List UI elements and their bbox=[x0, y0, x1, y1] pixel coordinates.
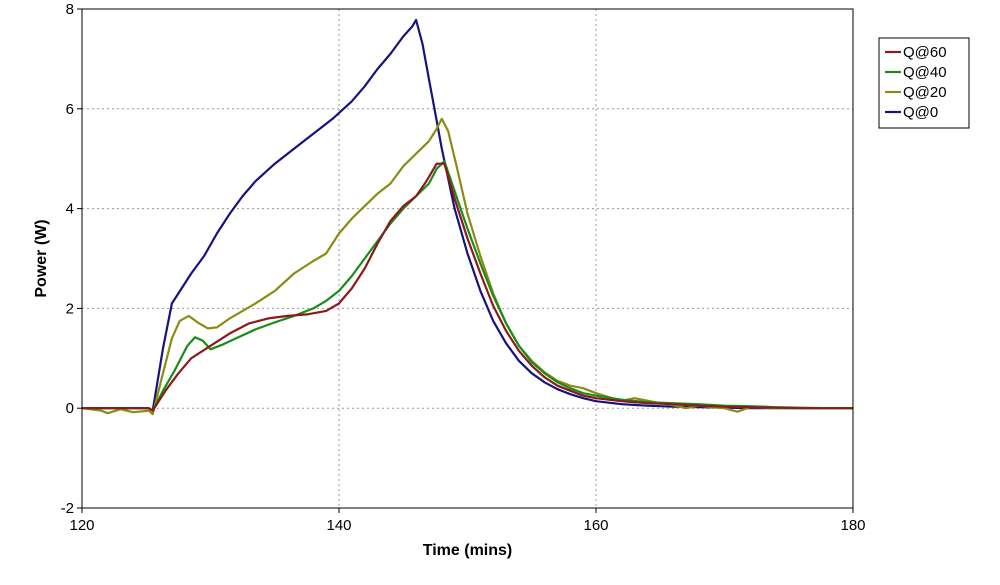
legend-label-q-0: Q@0 bbox=[903, 104, 938, 121]
y-tick-label: 0 bbox=[66, 400, 74, 417]
series-line-q-0 bbox=[82, 18, 853, 412]
x-tick-label: 160 bbox=[583, 517, 608, 534]
y-tick-label: -2 bbox=[61, 500, 74, 517]
x-tick-label: 180 bbox=[840, 517, 865, 534]
y-tick-label: 4 bbox=[66, 201, 74, 218]
y-axis-label: Power (W) bbox=[33, 219, 50, 297]
y-tick-label: 6 bbox=[66, 101, 74, 118]
y-tick-label: 8 bbox=[66, 1, 74, 18]
x-axis-label: Time (mins) bbox=[423, 542, 513, 559]
x-axis-ticks: 120 140 160 180 bbox=[69, 508, 866, 534]
x-tick-label: 120 bbox=[69, 517, 94, 534]
x-tick-label: 140 bbox=[326, 517, 351, 534]
series-line-q-60 bbox=[82, 162, 853, 412]
plot-frame bbox=[81, 8, 854, 509]
series-line-q-40 bbox=[82, 160, 853, 412]
legend: Q@60 Q@40 Q@20 Q@0 bbox=[878, 37, 970, 129]
legend-label-q-20: Q@20 bbox=[903, 84, 947, 101]
legend-label-q-60: Q@60 bbox=[903, 44, 947, 61]
series-lines bbox=[81, 18, 853, 416]
legend-label-q-40: Q@40 bbox=[903, 64, 947, 81]
y-axis-ticks: -2 0 2 4 6 8 bbox=[61, 1, 82, 517]
y-tick-label: 2 bbox=[66, 300, 74, 317]
gridlines bbox=[82, 9, 853, 508]
